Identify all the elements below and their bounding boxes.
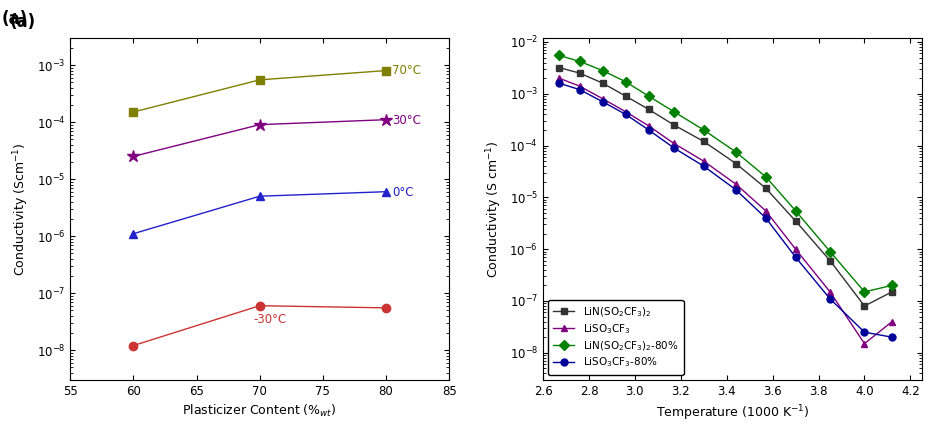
X-axis label: Plasticizer Content (%$_{wt}$): Plasticizer Content (%$_{wt}$) — [183, 403, 337, 419]
Text: 0°C: 0°C — [392, 186, 414, 199]
Y-axis label: Conductivity (Scm$^{-1}$): Conductivity (Scm$^{-1}$) — [11, 142, 31, 276]
Text: (a): (a) — [9, 13, 35, 31]
Text: (a): (a) — [2, 10, 28, 29]
X-axis label: Temperature (1000 K$^{-1}$): Temperature (1000 K$^{-1}$) — [656, 403, 809, 423]
Text: -30°C: -30°C — [254, 312, 286, 326]
Text: 30°C: 30°C — [392, 114, 421, 127]
Y-axis label: Conductivity (S cm$^{-1}$): Conductivity (S cm$^{-1}$) — [484, 140, 504, 278]
Legend: LiN(SO$_2$CF$_3$)$_2$, LiSO$_3$CF$_3$, LiN(SO$_2$CF$_3$)$_2$-80%, LiSO$_3$CF$_3$: LiN(SO$_2$CF$_3$)$_2$, LiSO$_3$CF$_3$, L… — [549, 300, 684, 375]
Text: 70°C: 70°C — [392, 64, 422, 77]
